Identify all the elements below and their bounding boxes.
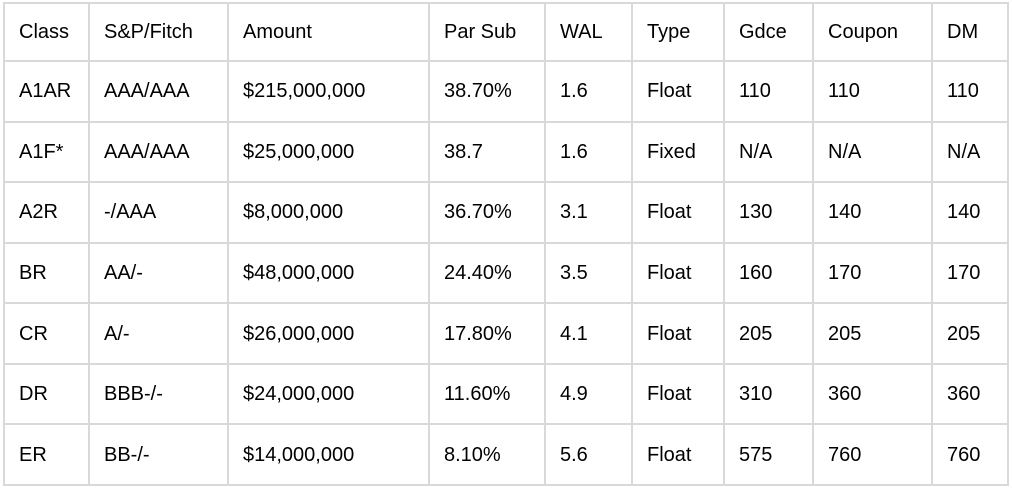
column-header-rating: S&P/Fitch <box>88 2 229 62</box>
cell-coupon: 760 <box>812 423 933 486</box>
cell-type: Float <box>631 423 725 486</box>
cell-amount: $215,000,000 <box>227 60 430 123</box>
cell-coupon: 205 <box>812 302 933 365</box>
cell-class: CR <box>3 302 90 365</box>
cell-dm: 760 <box>931 423 1009 486</box>
cell-gdce: 575 <box>723 423 814 486</box>
cell-par-sub: 38.70% <box>428 60 546 123</box>
column-header-wal: WAL <box>544 2 633 62</box>
cell-class: BR <box>3 241 90 305</box>
cell-wal: 3.1 <box>544 181 633 244</box>
table-row: ER BB-/- $14,000,000 8.10% 5.6 Float 575… <box>3 423 1009 486</box>
column-header-coupon: Coupon <box>812 2 933 62</box>
cell-rating: BB-/- <box>88 423 229 486</box>
cell-wal: 3.5 <box>544 241 633 305</box>
cell-gdce: 310 <box>723 362 814 426</box>
cell-gdce: 205 <box>723 302 814 365</box>
column-header-dm: DM <box>931 2 1009 62</box>
cell-rating: BBB-/- <box>88 362 229 426</box>
cell-amount: $14,000,000 <box>227 423 430 486</box>
cell-class: A2R <box>3 181 90 244</box>
cell-wal: 4.9 <box>544 362 633 426</box>
cell-dm: N/A <box>931 120 1009 184</box>
cell-coupon: 110 <box>812 60 933 123</box>
cell-dm: 360 <box>931 362 1009 426</box>
cell-amount: $25,000,000 <box>227 120 430 184</box>
table-header-row: Class S&P/Fitch Amount Par Sub WAL Type … <box>3 2 1009 62</box>
cell-coupon: 360 <box>812 362 933 426</box>
cell-par-sub: 36.70% <box>428 181 546 244</box>
cell-gdce: 130 <box>723 181 814 244</box>
cell-par-sub: 8.10% <box>428 423 546 486</box>
cell-class: ER <box>3 423 90 486</box>
cell-class: DR <box>3 362 90 426</box>
cell-wal: 5.6 <box>544 423 633 486</box>
cell-amount: $8,000,000 <box>227 181 430 244</box>
cell-gdce: 160 <box>723 241 814 305</box>
cell-par-sub: 38.7 <box>428 120 546 184</box>
cell-coupon: 170 <box>812 241 933 305</box>
cell-rating: AAA/AAA <box>88 60 229 123</box>
cell-par-sub: 11.60% <box>428 362 546 426</box>
cell-par-sub: 17.80% <box>428 302 546 365</box>
column-header-gdce: Gdce <box>723 2 814 62</box>
cell-gdce: N/A <box>723 120 814 184</box>
table-row: DR BBB-/- $24,000,000 11.60% 4.9 Float 3… <box>3 362 1009 426</box>
cell-rating: AAA/AAA <box>88 120 229 184</box>
column-header-class: Class <box>3 2 90 62</box>
table-row: CR A/- $26,000,000 17.80% 4.1 Float 205 … <box>3 302 1009 365</box>
cell-type: Float <box>631 302 725 365</box>
table-row: BR AA/- $48,000,000 24.40% 3.5 Float 160… <box>3 241 1009 305</box>
cell-type: Float <box>631 241 725 305</box>
cell-amount: $26,000,000 <box>227 302 430 365</box>
table-row: A1F* AAA/AAA $25,000,000 38.7 1.6 Fixed … <box>3 120 1009 184</box>
cell-par-sub: 24.40% <box>428 241 546 305</box>
column-header-amount: Amount <box>227 2 430 62</box>
cell-rating: -/AAA <box>88 181 229 244</box>
cell-type: Float <box>631 60 725 123</box>
cell-class: A1F* <box>3 120 90 184</box>
cell-class: A1AR <box>3 60 90 123</box>
cell-wal: 4.1 <box>544 302 633 365</box>
cell-coupon: N/A <box>812 120 933 184</box>
column-header-par-sub: Par Sub <box>428 2 546 62</box>
table-row: A2R -/AAA $8,000,000 36.70% 3.1 Float 13… <box>3 181 1009 244</box>
cell-rating: AA/- <box>88 241 229 305</box>
cell-amount: $24,000,000 <box>227 362 430 426</box>
cell-dm: 170 <box>931 241 1009 305</box>
cell-coupon: 140 <box>812 181 933 244</box>
cell-dm: 110 <box>931 60 1009 123</box>
tranche-table: Class S&P/Fitch Amount Par Sub WAL Type … <box>3 2 1009 486</box>
cell-dm: 205 <box>931 302 1009 365</box>
cell-rating: A/- <box>88 302 229 365</box>
cell-wal: 1.6 <box>544 60 633 123</box>
cell-dm: 140 <box>931 181 1009 244</box>
cell-wal: 1.6 <box>544 120 633 184</box>
table-row: A1AR AAA/AAA $215,000,000 38.70% 1.6 Flo… <box>3 60 1009 123</box>
cell-amount: $48,000,000 <box>227 241 430 305</box>
cell-gdce: 110 <box>723 60 814 123</box>
cell-type: Float <box>631 181 725 244</box>
cell-type: Float <box>631 362 725 426</box>
column-header-type: Type <box>631 2 725 62</box>
cell-type: Fixed <box>631 120 725 184</box>
